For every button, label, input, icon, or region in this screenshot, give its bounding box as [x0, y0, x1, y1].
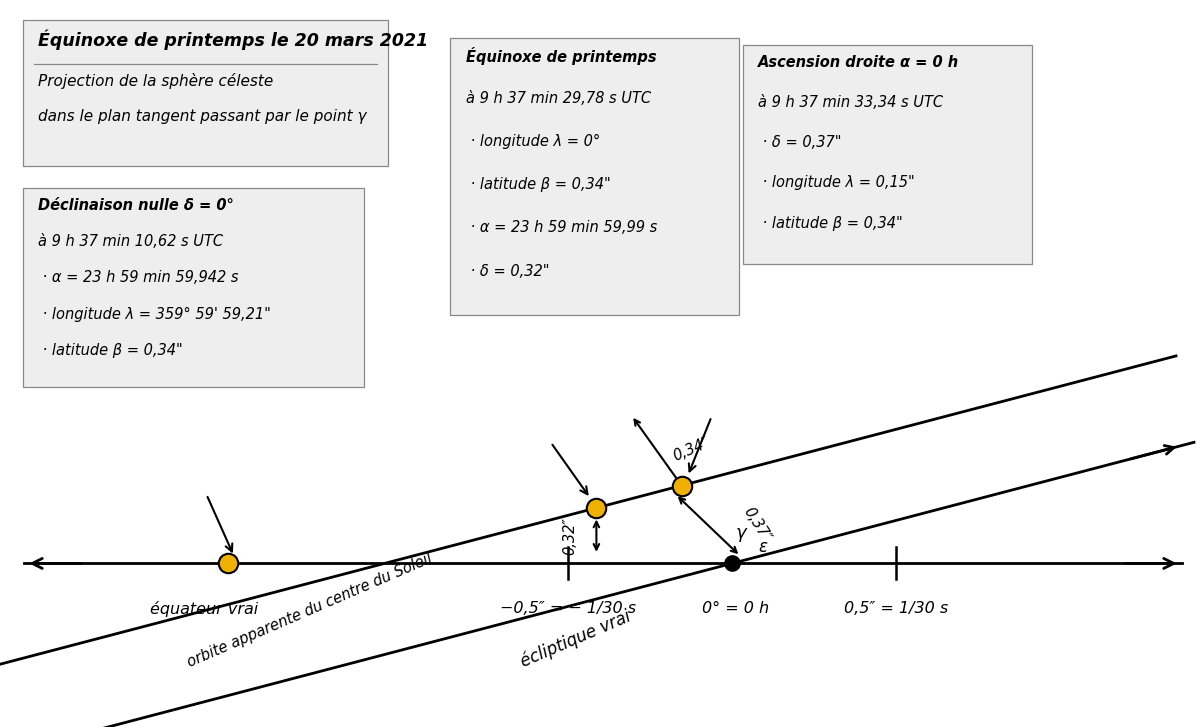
Text: Équinoxe de printemps: Équinoxe de printemps [466, 47, 656, 65]
Text: · longitude λ = 0°: · longitude λ = 0° [466, 134, 600, 149]
Text: · δ = 0,37": · δ = 0,37" [758, 135, 842, 150]
FancyBboxPatch shape [743, 45, 1032, 264]
Text: Projection de la sphère céleste: Projection de la sphère céleste [38, 73, 274, 89]
Text: −0,5″ = − 1/30 s: −0,5″ = − 1/30 s [499, 601, 636, 616]
Text: · α = 23 h 59 min 59,942 s: · α = 23 h 59 min 59,942 s [38, 270, 239, 286]
Text: · latitude β = 0,34": · latitude β = 0,34" [38, 343, 184, 358]
Text: · latitude β = 0,34": · latitude β = 0,34" [466, 177, 611, 192]
Text: Déclinaison nulle δ = 0°: Déclinaison nulle δ = 0° [38, 198, 234, 213]
Text: dans le plan tangent passant par le point γ: dans le plan tangent passant par le poin… [38, 109, 367, 124]
Text: 0° = 0 h: 0° = 0 h [702, 601, 769, 616]
Text: 0,32″: 0,32″ [562, 517, 577, 555]
Text: γ: γ [736, 523, 746, 542]
Text: orbite apparente du centre du Soleil: orbite apparente du centre du Soleil [186, 551, 434, 670]
Text: · latitude β = 0,34": · latitude β = 0,34" [758, 216, 904, 230]
FancyBboxPatch shape [450, 38, 739, 315]
Text: 0,5″ = 1/30 s: 0,5″ = 1/30 s [845, 601, 948, 616]
Text: · α = 23 h 59 min 59,99 s: · α = 23 h 59 min 59,99 s [466, 220, 656, 236]
Text: 0,34″: 0,34″ [671, 435, 712, 464]
Text: écliptique vrai: écliptique vrai [518, 607, 634, 671]
FancyBboxPatch shape [23, 20, 388, 166]
Text: ε: ε [758, 538, 768, 556]
Text: équateur vrai: équateur vrai [150, 601, 258, 617]
Text: à 9 h 37 min 33,34 s UTC: à 9 h 37 min 33,34 s UTC [758, 95, 943, 110]
Text: 0,37″: 0,37″ [740, 505, 773, 545]
Text: à 9 h 37 min 29,78 s UTC: à 9 h 37 min 29,78 s UTC [466, 91, 650, 105]
FancyBboxPatch shape [23, 188, 364, 387]
Text: Équinoxe de printemps le 20 mars 2021: Équinoxe de printemps le 20 mars 2021 [38, 29, 428, 49]
Text: · longitude λ = 0,15": · longitude λ = 0,15" [758, 175, 916, 190]
Text: Ascension droite α = 0 h: Ascension droite α = 0 h [758, 55, 960, 70]
Text: à 9 h 37 min 10,62 s UTC: à 9 h 37 min 10,62 s UTC [38, 234, 223, 249]
Text: · δ = 0,32": · δ = 0,32" [466, 264, 550, 278]
Text: · longitude λ = 359° 59' 59,21": · longitude λ = 359° 59' 59,21" [38, 307, 271, 322]
